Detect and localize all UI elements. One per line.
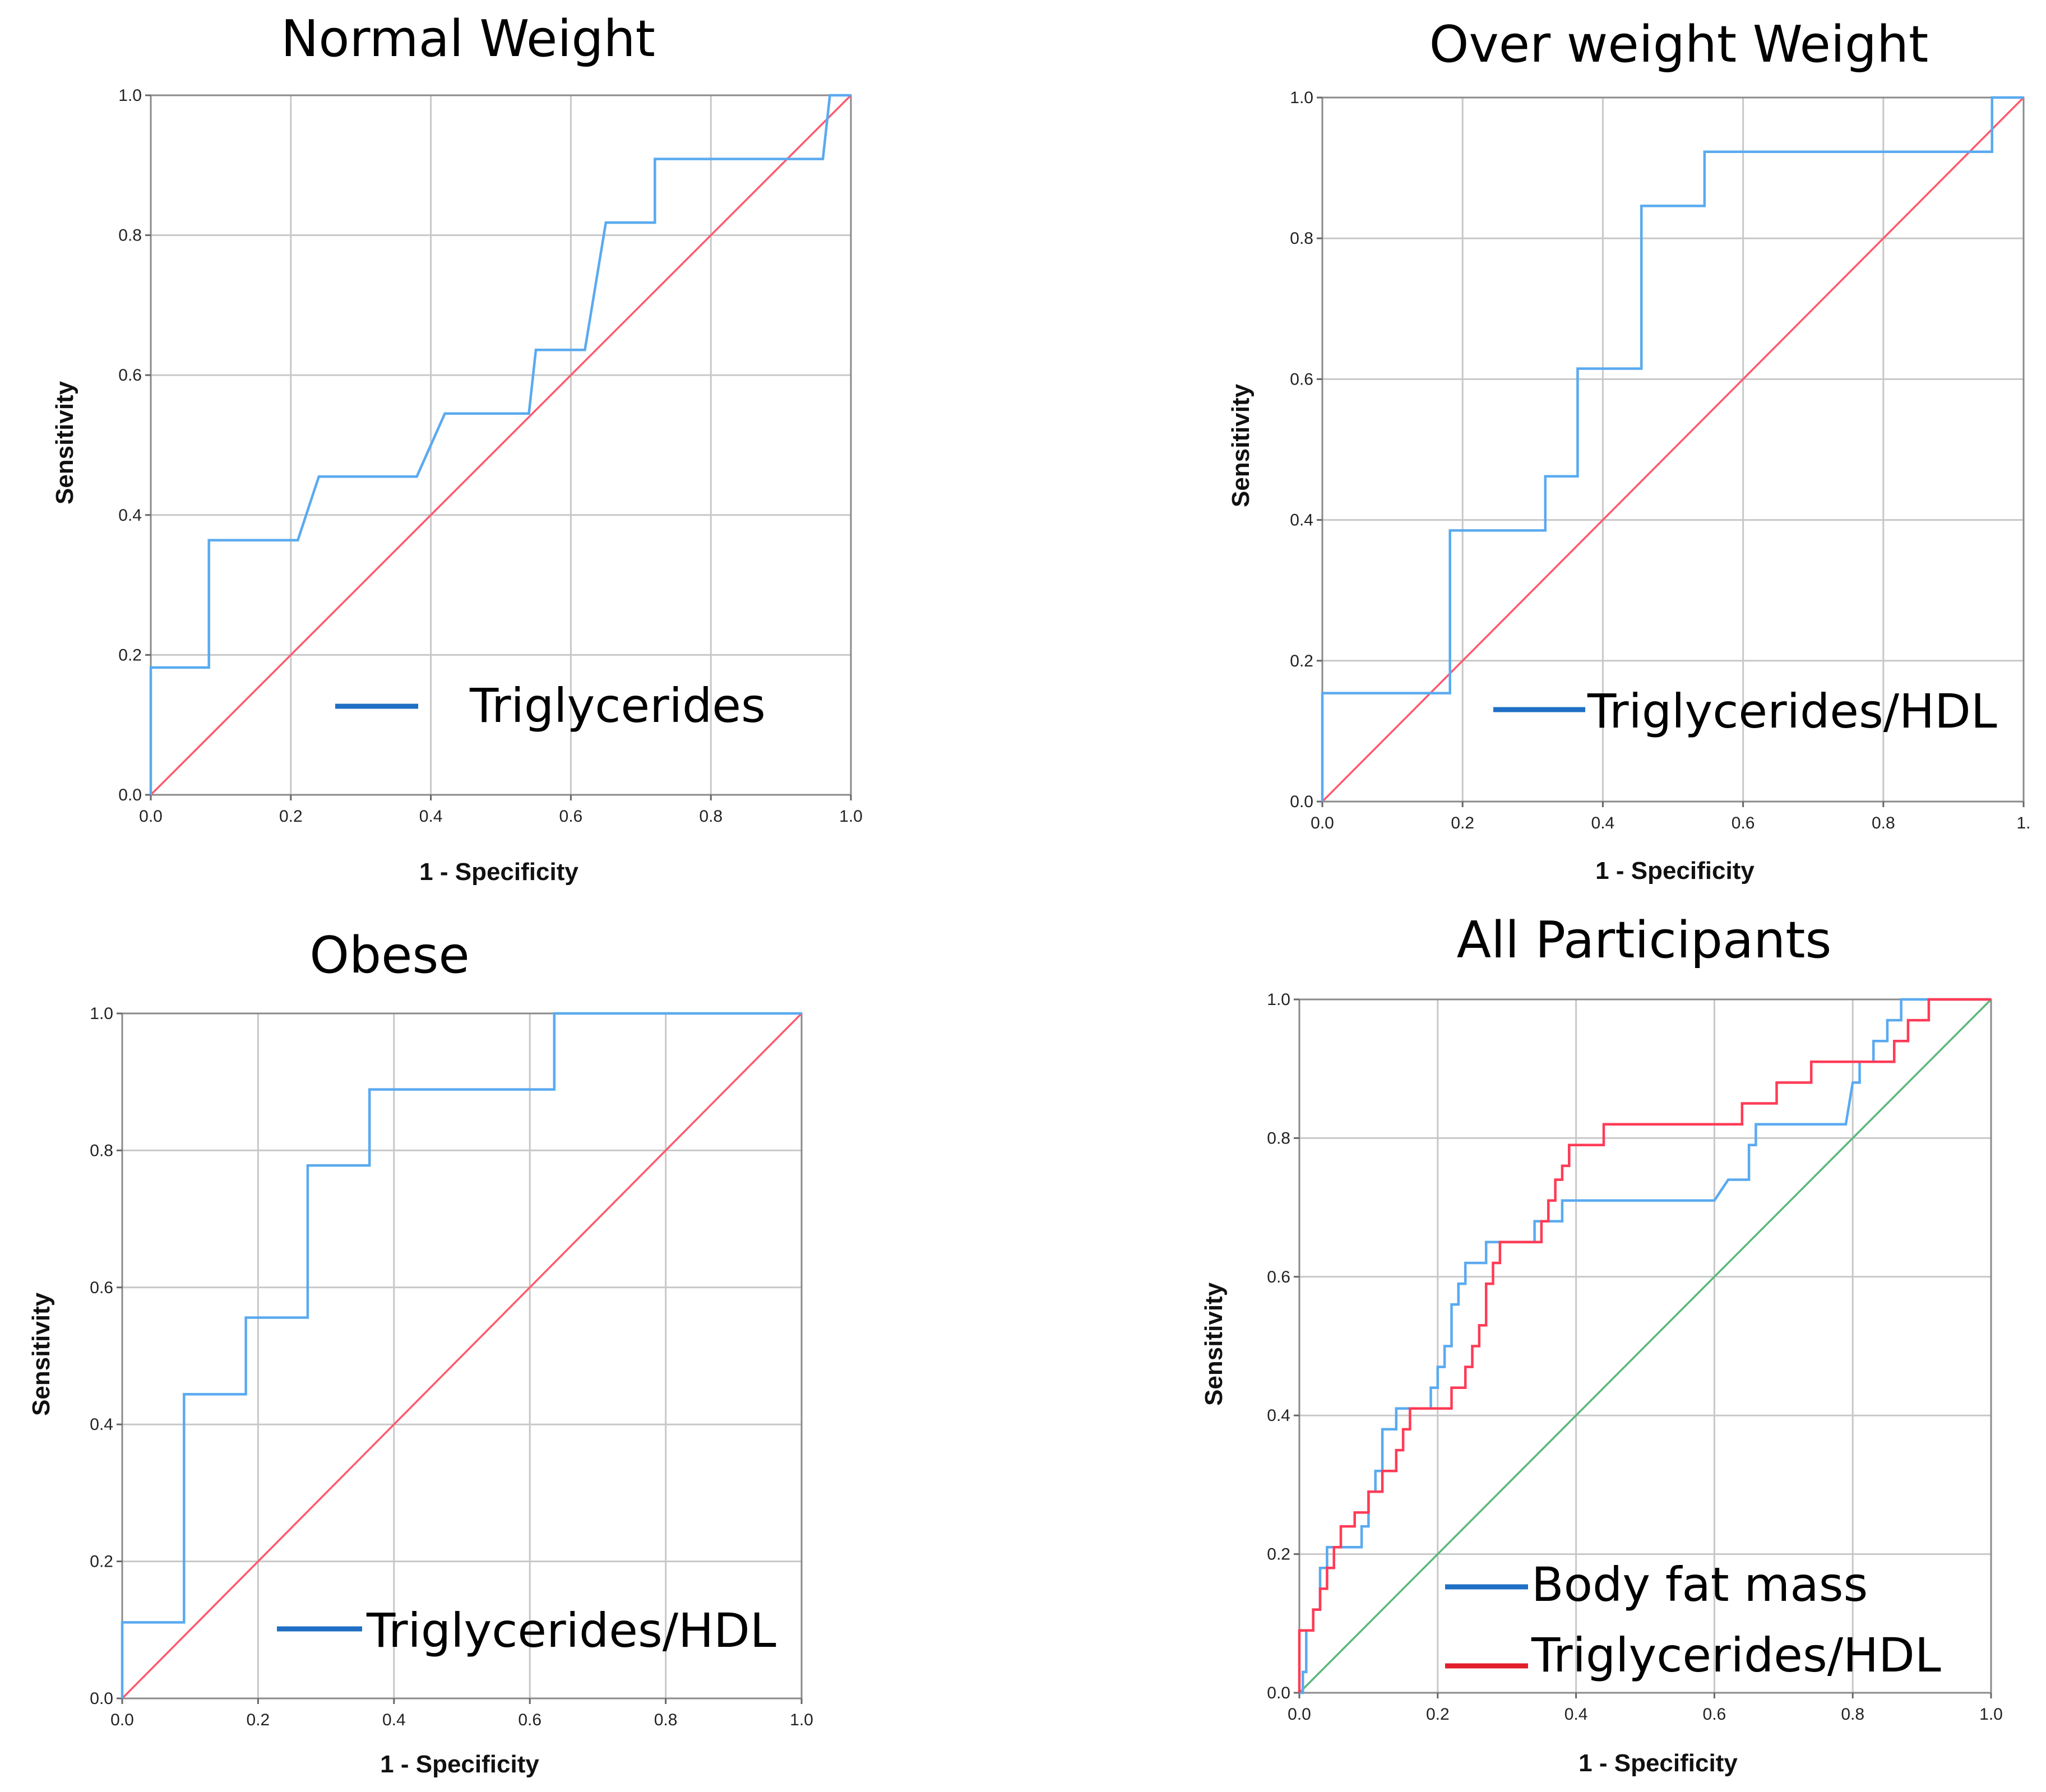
x-tick-label: 0.6 [518, 1711, 541, 1729]
x-axis-label: 1 - Specificity [1579, 1749, 1738, 1777]
y-tick-label: 0.0 [118, 786, 142, 804]
series-line-triglycerides-hdl [1298, 998, 1991, 1693]
x-tick-label: 0.0 [1311, 814, 1334, 832]
x-tick-label: 0.2 [247, 1711, 270, 1729]
reference-diagonal-line [1298, 998, 1992, 1694]
x-tick-label: 0.4 [382, 1711, 406, 1729]
y-tick-label: 0.2 [90, 1553, 113, 1571]
y-tick-label: 0.4 [1290, 511, 1313, 530]
y-axis-label: Sensitivity [1200, 1282, 1228, 1406]
y-tick-label: 0.8 [90, 1141, 113, 1160]
y-tick-label: 0.0 [1290, 793, 1313, 811]
x-tick-label: 0.4 [1564, 1705, 1588, 1724]
plot-frame [121, 1012, 803, 1700]
legend-label: Triglycerides/HDL [1587, 684, 1997, 739]
y-tick-label: 0.2 [1267, 1545, 1290, 1564]
x-tick-label: 0.0 [139, 807, 163, 826]
legend-label: Triglycerides/HDL [366, 1603, 776, 1658]
x-tick-label: 0.6 [559, 807, 583, 826]
plot-frame [1298, 998, 1992, 1694]
chart-panel-all-participants: All Participants 0.0 0.2 0.4 0.6 0.8 1.0 0.0 0.2… [1200, 911, 2003, 1777]
x-tick-label: 0.8 [1872, 814, 1895, 832]
y-axis-label: Sensitivity [51, 381, 78, 504]
x-tick-label: 0.0 [1288, 1705, 1311, 1724]
chart-title: Normal Weight [281, 10, 655, 68]
legend-label: Triglycerides [469, 678, 766, 733]
y-tick-label: 0.2 [118, 646, 142, 664]
y-tick-label: 0.4 [1267, 1406, 1290, 1425]
y-tick-label: 0.6 [90, 1279, 113, 1297]
x-tick-label: 0.2 [1426, 1705, 1450, 1724]
y-tick-label: 0.8 [1267, 1129, 1290, 1147]
y-tick-label: 0.0 [90, 1689, 113, 1708]
plot-frame [150, 94, 852, 796]
y-tick-label: 0.6 [118, 366, 142, 385]
x-tick-label: 0.8 [699, 807, 723, 826]
legend-label: Triglycerides/HDL [1531, 1628, 1941, 1683]
x-tick-label: 1.0 [1979, 1705, 2003, 1724]
x-tick-label: 0.6 [1703, 1705, 1726, 1724]
plot-frame [1321, 96, 2025, 803]
x-tick-label: 0.8 [1841, 1705, 1864, 1724]
y-tick-label: 0.8 [1290, 229, 1313, 248]
legend-label: Body fat mass [1531, 1557, 1868, 1612]
y-tick-label: 1.0 [1290, 89, 1313, 107]
x-tick-label: 1. [2016, 814, 2030, 832]
reference-diagonal-line [1321, 96, 2025, 803]
y-tick-label: 0.6 [1290, 370, 1313, 388]
y-axis-label: Sensitivity [1227, 383, 1255, 507]
chart-panel-obese: Obese 0.0 0.2 0.4 0.6 0.8 1.0 0.0 0.2 0.4 0.6 0.8 1.… [27, 926, 813, 1778]
y-tick-label: 0.0 [1267, 1684, 1290, 1702]
x-tick-label: 0.8 [654, 1711, 678, 1729]
y-tick-label: 1.0 [90, 1004, 113, 1023]
y-tick-label: 1.0 [118, 86, 142, 105]
chart-panel-over-weight-weight: Over weight Weight 0.0 0.2 0.4 0.6 0.8 1.0 0.0 0… [1227, 15, 2031, 885]
series-line-triglycerides-hdl [121, 1012, 802, 1698]
x-tick-label: 0.6 [1732, 814, 1755, 832]
x-tick-label: 0.4 [419, 807, 443, 826]
y-tick-label: 1.0 [1267, 990, 1290, 1009]
chart-title: All Participants [1457, 911, 1832, 970]
chart-title: Obese [309, 926, 470, 985]
x-tick-label: 1.0 [839, 807, 863, 826]
y-tick-label: 0.4 [118, 506, 142, 525]
y-tick-label: 0.2 [1290, 652, 1313, 670]
series-line-triglycerides [149, 94, 851, 795]
reference-diagonal-line [121, 1012, 803, 1700]
x-tick-label: 0.0 [110, 1711, 134, 1729]
x-tick-label: 0.4 [1591, 814, 1615, 832]
chart-title: Over weight Weight [1429, 15, 1929, 74]
chart-panel-normal-weight: Normal Weight 0.0 0.2 0.4 0.6 0.8 1.0 0.0 0.2 0.4… [51, 10, 863, 886]
y-tick-label: 0.8 [118, 226, 142, 245]
x-tick-label: 1.0 [790, 1711, 813, 1729]
x-axis-label: 1 - Specificity [419, 858, 578, 886]
y-tick-label: 0.4 [90, 1415, 113, 1434]
y-axis-label: Sensitivity [27, 1292, 55, 1416]
x-tick-label: 0.2 [279, 807, 303, 826]
x-tick-label: 0.2 [1451, 814, 1474, 832]
x-axis-label: 1 - Specificity [380, 1751, 539, 1778]
x-axis-label: 1 - Specificity [1595, 857, 1755, 885]
y-tick-label: 0.6 [1267, 1268, 1290, 1286]
reference-diagonal-line [150, 94, 852, 796]
series-line-triglycerides-hdl [1321, 96, 2024, 802]
